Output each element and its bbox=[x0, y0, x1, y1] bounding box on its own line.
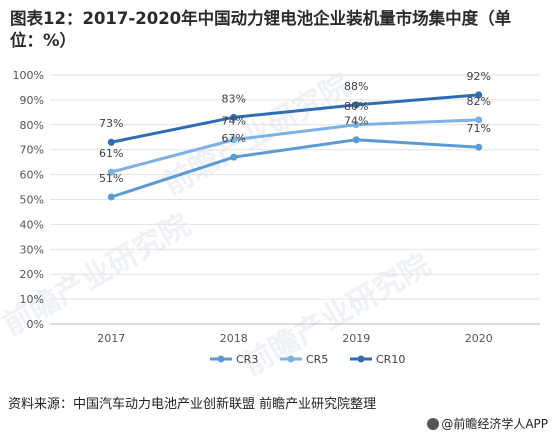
y-tick-label: 80% bbox=[20, 119, 44, 132]
brand-text: @前瞻经济学人APP bbox=[441, 417, 548, 431]
data-point-cr5 bbox=[107, 168, 115, 176]
data-label-cr10: 73% bbox=[99, 117, 123, 130]
data-point-cr5 bbox=[352, 121, 360, 129]
data-label-cr10: 92% bbox=[467, 70, 491, 83]
data-point-cr3 bbox=[230, 153, 238, 161]
data-point-cr3 bbox=[475, 143, 483, 151]
data-point-cr10 bbox=[475, 91, 483, 99]
data-point-cr5 bbox=[475, 116, 483, 124]
data-label-cr3: 51% bbox=[99, 172, 123, 185]
data-point-cr3 bbox=[352, 136, 360, 144]
legend-label-cr5: CR5 bbox=[306, 353, 328, 366]
y-tick-label: 70% bbox=[20, 144, 44, 157]
legend-marker-cr5 bbox=[287, 355, 295, 363]
source-note: 资料来源：中国汽车动力电池产业创新联盟 前瞻产业研究院整理 bbox=[8, 397, 377, 412]
data-label-cr3: 74% bbox=[344, 115, 368, 128]
x-tick-label: 2019 bbox=[342, 332, 370, 345]
x-tick-label: 2017 bbox=[97, 332, 125, 345]
data-point-cr3 bbox=[107, 193, 115, 201]
y-tick-label: 0% bbox=[27, 318, 44, 331]
legend-marker-cr3 bbox=[217, 355, 225, 363]
line-chart: 0% 10% 20% 30% 40% 50% 60% 70% 80% 90% 100% 2017 201… bbox=[13, 69, 540, 366]
series-line-cr3 bbox=[110, 138, 479, 199]
data-label-cr10: 83% bbox=[222, 92, 246, 105]
legend-label-cr10: CR10 bbox=[376, 353, 405, 366]
brand-credit: @前瞻经济学人APP bbox=[427, 415, 548, 432]
brand-logo-icon bbox=[427, 418, 440, 430]
data-point-cr10 bbox=[107, 138, 115, 146]
y-tick-label: 50% bbox=[20, 194, 44, 207]
y-tick-label: 90% bbox=[20, 94, 44, 107]
data-point-cr5 bbox=[230, 136, 238, 144]
data-label-cr3: 67% bbox=[222, 132, 246, 145]
data-label-cr3: 71% bbox=[467, 122, 491, 135]
x-tick-label: 2018 bbox=[220, 332, 248, 345]
data-label-cr5: 74% bbox=[222, 115, 246, 128]
legend-label-cr3: CR3 bbox=[236, 353, 258, 366]
data-point-cr10 bbox=[352, 101, 360, 109]
chart-title: 图表12：2017-2020年中国动力锂电池企业装机量市场集中度（单位：%） bbox=[10, 9, 512, 50]
y-tick-label: 100% bbox=[13, 69, 44, 82]
data-point-cr10 bbox=[230, 113, 238, 121]
y-tick-label: 20% bbox=[20, 268, 44, 281]
y-tick-label: 10% bbox=[20, 293, 44, 306]
y-tick-label: 60% bbox=[20, 169, 44, 182]
y-tick-label: 30% bbox=[20, 243, 44, 256]
data-label-cr10: 88% bbox=[344, 80, 368, 93]
data-label-cr5: 82% bbox=[467, 95, 491, 108]
legend-marker-cr10 bbox=[357, 355, 365, 363]
y-tick-label: 40% bbox=[20, 218, 44, 231]
data-label-cr5: 80% bbox=[344, 100, 368, 113]
data-label-cr5: 61% bbox=[99, 147, 123, 160]
series-line-cr5 bbox=[110, 118, 479, 174]
series-line-cr10 bbox=[110, 93, 479, 144]
x-tick-label: 2020 bbox=[465, 332, 493, 345]
